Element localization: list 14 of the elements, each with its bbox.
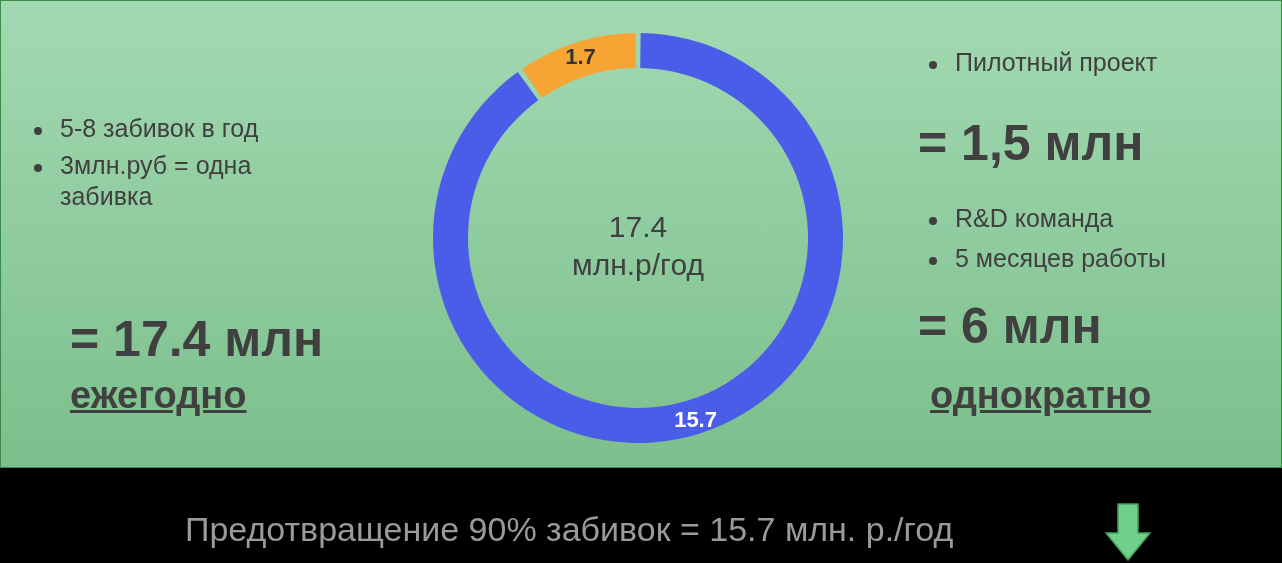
text: 5 месяцев работы [954, 243, 1167, 274]
text: = 6 млн [918, 297, 1102, 356]
data-label: 1.7 [565, 43, 596, 69]
text: R&D команда [954, 203, 1114, 234]
data-label: 15.7 [674, 407, 717, 433]
text: = 1,5 млн [918, 114, 1144, 173]
text: Пилотный проект [954, 47, 1158, 78]
text: 5-8 забивок в год [59, 113, 259, 144]
text: ежегодно [70, 373, 247, 418]
text: 3млн.руб = одна забивка [59, 150, 253, 213]
text: 17.4 млн.р/год [571, 209, 705, 283]
text: однократно [930, 373, 1152, 418]
text: = 17.4 млн [70, 310, 324, 369]
text: Предотвращение 90% забивок = 15.7 млн. р./год [185, 509, 954, 550]
